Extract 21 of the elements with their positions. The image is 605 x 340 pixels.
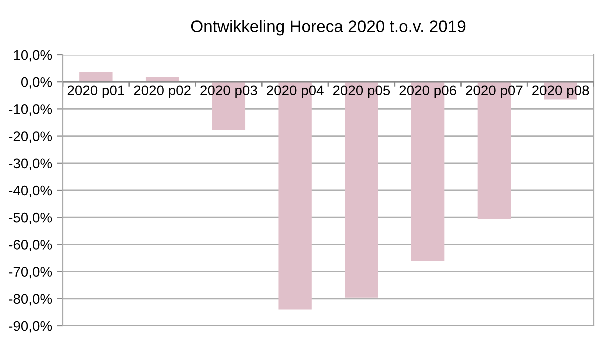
- bar: [80, 72, 113, 82]
- y-tick-label: -80,0%: [9, 294, 52, 306]
- y-tick-label: -30,0%: [9, 158, 52, 170]
- y-tick-label: -40,0%: [9, 186, 52, 198]
- y-tick-label: -20,0%: [9, 132, 52, 144]
- x-tick-label: 2020 p01: [68, 86, 124, 98]
- x-tick-label: 2020 p07: [466, 86, 523, 98]
- x-tick-label: 2020 p02: [134, 86, 191, 98]
- x-tick-label: 2020 p06: [400, 86, 456, 98]
- y-tick-label: -60,0%: [9, 240, 52, 252]
- y-tick-label: 10,0%: [14, 50, 52, 62]
- chart-title: Ontwikkeling Horeca 2020 t.o.v. 2019: [191, 20, 466, 36]
- y-tick-label: -50,0%: [9, 212, 52, 224]
- y-tick-label: -90,0%: [9, 321, 52, 333]
- x-tick-label: 2020 p03: [200, 86, 258, 98]
- y-tick-label: -10,0%: [9, 104, 52, 116]
- y-tick-label: 0,0%: [21, 77, 52, 89]
- x-tick-label: 2020 p08: [532, 86, 590, 98]
- y-tick-label: -70,0%: [9, 267, 52, 279]
- x-tick-label: 2020 p04: [267, 86, 324, 98]
- x-tick-label: 2020 p05: [333, 86, 390, 98]
